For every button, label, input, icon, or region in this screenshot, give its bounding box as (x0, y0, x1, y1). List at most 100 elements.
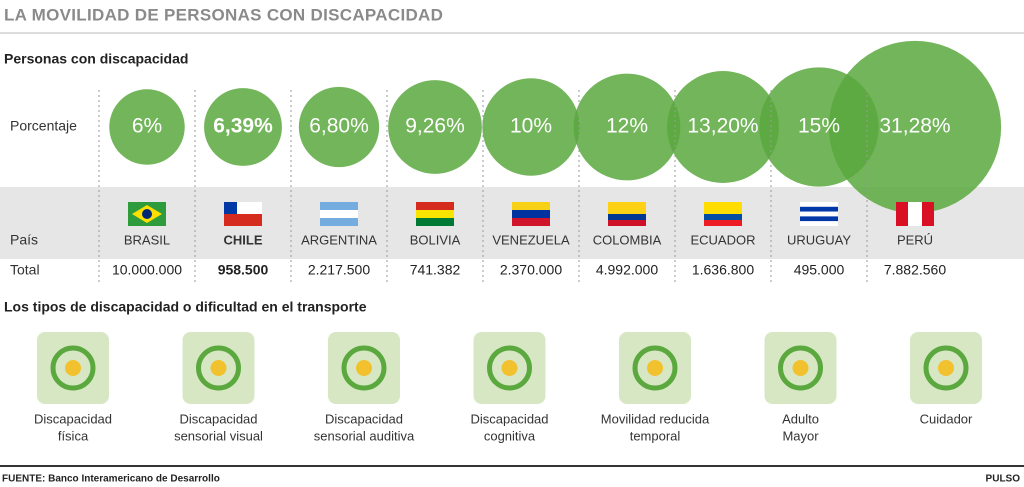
bubble-label: 6% (132, 115, 162, 138)
flag-stripe (608, 220, 646, 226)
bubble-label: 15% (798, 115, 840, 138)
bubble-label: 10% (510, 115, 552, 138)
flag-stripe (320, 202, 358, 210)
country: VENEZUELA (492, 232, 570, 247)
icon (196, 345, 241, 391)
flag-stripe (608, 214, 646, 220)
flag-stripe (224, 202, 237, 214)
section-title: Los tipos de discapacidad o dificultad e… (4, 299, 367, 315)
flag (416, 202, 454, 226)
country: ECUADOR (690, 232, 755, 247)
flag-stripe (512, 218, 550, 226)
icon (938, 360, 954, 376)
flag-stripe (608, 202, 646, 208)
total: 10.000.000 (112, 262, 182, 278)
icon (501, 360, 518, 376)
icon (65, 360, 81, 376)
total: 7.882.560 (884, 262, 946, 278)
bubble-label: 6,39% (213, 115, 273, 138)
icon (487, 345, 532, 391)
section-title: Personas con discapacidad (4, 51, 188, 67)
bubble-label: 13,20% (687, 115, 758, 138)
flag-stripe (704, 208, 742, 214)
bubble (204, 88, 282, 166)
title: LA MOVILIDAD DE PERSONAS CON DISCAPACIDA… (4, 5, 443, 24)
table: BRASIL 10.000.000 CHILE 958.500 ARGENTINA 2.2… (98, 90, 946, 285)
flag-stripe (704, 220, 742, 226)
flag-stripe (800, 206, 838, 212)
total: 4.992.000 (596, 262, 658, 278)
icon (647, 360, 663, 376)
icon (210, 360, 227, 376)
icon (632, 345, 678, 391)
icon (341, 345, 387, 391)
flag-stripe (800, 202, 838, 207)
flag-stripe (608, 208, 646, 214)
flag (800, 202, 838, 226)
source: FUENTE: Banco Interamericano de Desarrol… (2, 474, 220, 485)
total: 1.636.800 (692, 262, 754, 278)
flag-stripe (142, 209, 152, 219)
flag (512, 202, 550, 226)
flag-stripe (416, 210, 454, 218)
flag (128, 202, 166, 226)
bubble-label: 9,26% (405, 115, 465, 138)
bubble (388, 80, 482, 174)
country: PERÚ (897, 232, 933, 247)
icon (356, 360, 372, 376)
bubble (667, 71, 779, 183)
flag (608, 202, 646, 226)
icon (923, 345, 969, 391)
icon-label: cognitiva (484, 428, 536, 443)
icon-label: Mayor (782, 428, 819, 443)
flag-stripe (320, 218, 358, 226)
icon (792, 360, 809, 376)
brand: PULSO (986, 474, 1021, 485)
bubbles: 6% 6,39% 6,80% 9,26% 10% 12% 13,20% 15% 31,28% (109, 40, 1002, 214)
bubble (109, 89, 185, 165)
flag (224, 202, 262, 226)
row-label: País (10, 232, 38, 248)
flag-stripe (512, 202, 550, 210)
flag-stripe (704, 214, 742, 220)
bubble (482, 78, 580, 176)
icon-label: Discapacidad (325, 411, 403, 426)
icons: Discapacidad física Discapacidad sensorial … (34, 332, 982, 443)
country: URUGUAY (787, 232, 851, 247)
icon-label: temporal (630, 428, 681, 443)
icon-label: sensorial visual (174, 428, 263, 443)
row-label: Total (10, 262, 40, 278)
icon-label: sensorial auditiva (314, 428, 415, 443)
flag-stripe (800, 221, 838, 226)
icon-label: Discapacidad (470, 411, 548, 426)
total: 741.382 (410, 262, 461, 278)
icon-label: Cuidador (920, 411, 973, 426)
total: 2.370.000 (500, 262, 562, 278)
bubble-label: 6,80% (309, 115, 369, 138)
flag-stripe (908, 202, 922, 226)
flag-stripe (704, 202, 742, 208)
icon-label: Discapacidad (34, 411, 112, 426)
icon-label: Adulto (782, 411, 819, 426)
bubble (298, 86, 380, 168)
icon-label: Movilidad reducida (601, 411, 710, 426)
total: 495.000 (794, 262, 845, 278)
country: CHILE (224, 232, 263, 247)
flag-stripe (224, 214, 262, 226)
country: COLOMBIA (593, 232, 662, 247)
icon-label: física (58, 428, 89, 443)
flag-stripe (800, 216, 838, 222)
flag-stripe (512, 210, 550, 218)
flag-stripe (320, 210, 358, 218)
flag-stripe (800, 211, 838, 217)
flag-stripe (416, 202, 454, 210)
bubble (573, 73, 681, 181)
flag (704, 202, 742, 226)
total: 2.217.500 (308, 262, 370, 278)
bubble (828, 40, 1002, 214)
country: BRASIL (124, 232, 170, 247)
total: 958.500 (218, 262, 269, 278)
bubble-label: 12% (606, 115, 648, 138)
flag (320, 202, 358, 226)
